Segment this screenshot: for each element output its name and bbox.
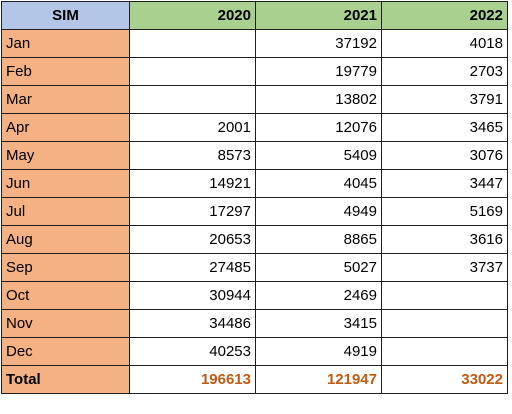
total-row: Total 196613 121947 33022 (1, 365, 508, 394)
value-cell[interactable]: 3465 (381, 113, 508, 142)
value-cell[interactable]: 4018 (381, 29, 508, 58)
value-cell[interactable]: 3415 (255, 309, 382, 338)
value-cell[interactable]: 3447 (381, 169, 508, 198)
month-cell[interactable]: Sep (1, 253, 130, 282)
month-cell[interactable]: Apr (1, 113, 130, 142)
header-row: SIM 2020 2021 2022 (1, 1, 508, 30)
table-row: Feb 19779 2703 (1, 57, 508, 86)
value-cell[interactable] (129, 85, 256, 114)
value-cell[interactable]: 13802 (255, 85, 382, 114)
value-cell[interactable] (381, 309, 508, 338)
value-cell[interactable]: 17297 (129, 197, 256, 226)
value-cell[interactable]: 40253 (129, 337, 256, 366)
value-cell[interactable]: 27485 (129, 253, 256, 282)
value-cell[interactable]: 5169 (381, 197, 508, 226)
value-cell[interactable]: 12076 (255, 113, 382, 142)
total-value-cell[interactable]: 121947 (255, 365, 382, 394)
value-cell[interactable] (129, 29, 256, 58)
month-cell[interactable]: Feb (1, 57, 130, 86)
table-row: Sep 27485 5027 3737 (1, 253, 508, 282)
total-value-cell[interactable]: 33022 (381, 365, 508, 394)
value-cell[interactable]: 19779 (255, 57, 382, 86)
value-cell[interactable] (381, 281, 508, 310)
header-cell-year[interactable]: 2020 (129, 1, 256, 30)
table-row: Dec 40253 4919 (1, 337, 508, 366)
value-cell[interactable]: 3737 (381, 253, 508, 282)
value-cell[interactable]: 4949 (255, 197, 382, 226)
month-cell[interactable]: Aug (1, 225, 130, 254)
month-cell[interactable]: Jun (1, 169, 130, 198)
header-cell-label[interactable]: SIM (1, 1, 130, 30)
table-row: Oct 30944 2469 (1, 281, 508, 310)
table-row: Jun 14921 4045 3447 (1, 169, 508, 198)
value-cell[interactable]: 5409 (255, 141, 382, 170)
value-cell[interactable]: 5027 (255, 253, 382, 282)
month-cell[interactable]: Mar (1, 85, 130, 114)
month-cell[interactable]: Nov (1, 309, 130, 338)
table-row: Mar 13802 3791 (1, 85, 508, 114)
value-cell[interactable]: 4045 (255, 169, 382, 198)
value-cell[interactable]: 3616 (381, 225, 508, 254)
header-cell-year[interactable]: 2022 (381, 1, 508, 30)
month-cell[interactable]: Dec (1, 337, 130, 366)
table-row: Apr 2001 12076 3465 (1, 113, 508, 142)
month-cell[interactable]: May (1, 141, 130, 170)
value-cell[interactable]: 37192 (255, 29, 382, 58)
value-cell[interactable]: 2469 (255, 281, 382, 310)
header-cell-year[interactable]: 2021 (255, 1, 382, 30)
data-table: SIM 2020 2021 2022 Jan 37192 4018 Feb 19… (1, 1, 508, 394)
table-row: Nov 34486 3415 (1, 309, 508, 338)
month-cell[interactable]: Jan (1, 29, 130, 58)
value-cell[interactable]: 2001 (129, 113, 256, 142)
value-cell[interactable]: 3076 (381, 141, 508, 170)
value-cell[interactable]: 30944 (129, 281, 256, 310)
total-value-cell[interactable]: 196613 (129, 365, 256, 394)
value-cell[interactable]: 34486 (129, 309, 256, 338)
value-cell[interactable]: 2703 (381, 57, 508, 86)
table-row: May 8573 5409 3076 (1, 141, 508, 170)
value-cell[interactable]: 4919 (255, 337, 382, 366)
value-cell[interactable]: 8573 (129, 141, 256, 170)
month-cell[interactable]: Jul (1, 197, 130, 226)
table-row: Aug 20653 8865 3616 (1, 225, 508, 254)
total-label-cell[interactable]: Total (1, 365, 130, 394)
value-cell[interactable] (381, 337, 508, 366)
value-cell[interactable]: 8865 (255, 225, 382, 254)
value-cell[interactable]: 14921 (129, 169, 256, 198)
value-cell[interactable]: 3791 (381, 85, 508, 114)
value-cell[interactable]: 20653 (129, 225, 256, 254)
table-row: Jan 37192 4018 (1, 29, 508, 58)
value-cell[interactable] (129, 57, 256, 86)
month-cell[interactable]: Oct (1, 281, 130, 310)
table-row: Jul 17297 4949 5169 (1, 197, 508, 226)
